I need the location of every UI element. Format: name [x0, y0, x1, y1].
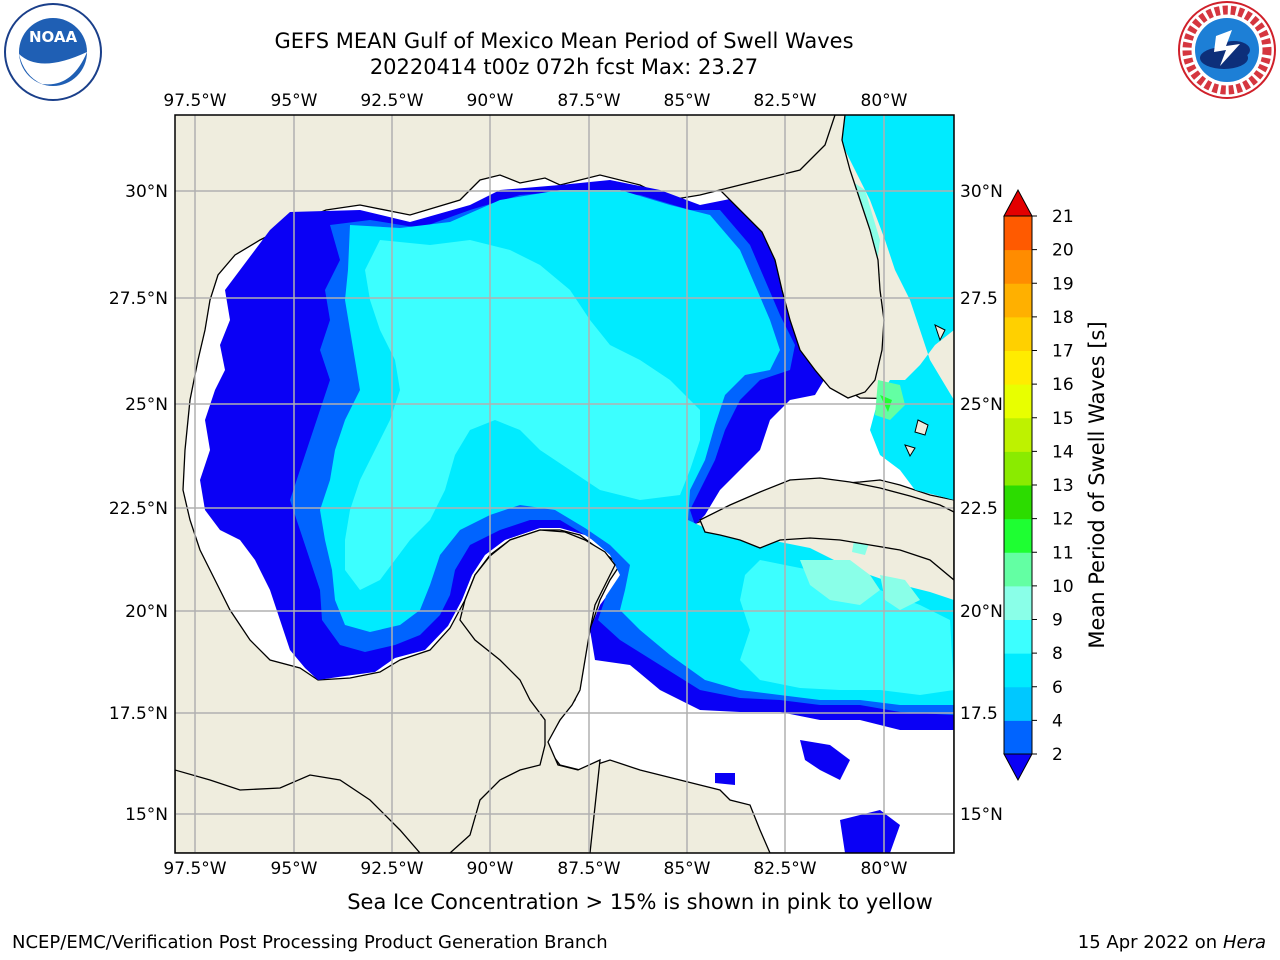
colorbar-tick-label: 2: [1052, 745, 1063, 765]
lat-tick-right: 15°N: [960, 805, 1003, 825]
lon-tick-bottom: 92.5°W: [360, 859, 423, 879]
map-frame: [174, 114, 955, 854]
colorbar-tick-label: 15: [1052, 409, 1074, 429]
map-area: [175, 115, 954, 853]
lat-tick-right: 25°N: [960, 395, 1003, 415]
colorbar-band: [1004, 518, 1032, 553]
colorbar-band: [1004, 283, 1032, 318]
colorbar-ticks: 2 4 6 8 9 10 11 12 13 14 15 16 17 18 19 20 21: [1032, 207, 1074, 765]
lat-tick-left: 17.5°N: [109, 704, 168, 724]
colorbar-band: [1004, 451, 1032, 486]
credit-organization: NCEP/EMC/Verification Post Processing Pr…: [12, 932, 608, 953]
colorbar-tick-label: 6: [1052, 678, 1063, 698]
nws-logo-icon: [1178, 1, 1276, 99]
lat-tick-right: 27.5: [960, 289, 998, 309]
caribbean-swell-cells: [715, 740, 900, 853]
lat-tick-left: 20°N: [125, 602, 168, 622]
colorbar-tick-label: 14: [1052, 442, 1074, 462]
colorbar-tick-label: 16: [1052, 375, 1074, 395]
lon-tick-bottom: 95°W: [271, 859, 318, 879]
colorbar-band: [1004, 316, 1032, 351]
swell-band-9-10: [800, 180, 920, 610]
colorbar-label: Mean Period of Swell Waves [s]: [1085, 321, 1109, 649]
lon-tick-top: 97.5°W: [163, 91, 226, 111]
noaa-logo-text: NOAA: [29, 28, 78, 46]
colorbar-band: [1004, 552, 1032, 587]
footnote: Sea Ice Concentration > 15% is shown in …: [347, 890, 933, 914]
lat-tick-left: 30°N: [125, 182, 168, 202]
colorbar-band: [1004, 384, 1032, 419]
map-gridlines: [175, 115, 954, 853]
lon-tick-top: 85°W: [664, 91, 711, 111]
lon-tick-top: 90°W: [467, 91, 514, 111]
lon-tick-bottom: 80°W: [861, 859, 908, 879]
cuba-land: [699, 477, 954, 581]
lon-tick-top: 82.5°W: [753, 91, 816, 111]
colorbar-band: [1004, 350, 1032, 385]
lat-tick-left: 27.5°N: [109, 289, 168, 309]
lat-tick-right: 17.5: [960, 704, 998, 724]
lat-tick-right: 22.5: [960, 499, 998, 519]
bahamas-islands: [904, 324, 946, 458]
credit-host: Hera: [1222, 932, 1266, 953]
colorbar-tick-label: 12: [1052, 510, 1074, 530]
colorbar: [1003, 188, 1033, 782]
lon-tick-bottom: 97.5°W: [163, 859, 226, 879]
credit-date: 15 Apr 2022 on: [1077, 932, 1218, 953]
colorbar-band: [1004, 249, 1032, 284]
colorbar-band: [1004, 585, 1032, 620]
lon-tick-top: 95°W: [271, 91, 318, 111]
colorbar-tick-label: 13: [1052, 476, 1074, 496]
lon-tick-top: 92.5°W: [360, 91, 423, 111]
colorbar-extend-high: [1003, 188, 1033, 217]
colorbar-tick-label: 11: [1052, 543, 1074, 563]
lon-tick-bottom: 90°W: [467, 859, 514, 879]
lon-tick-bottom: 85°W: [664, 859, 711, 879]
colorbar-tick-label: 17: [1052, 342, 1074, 362]
noaa-logo-icon: NOAA: [4, 3, 102, 101]
colorbar-band: [1004, 216, 1032, 251]
colorbar-tick-label: 21: [1052, 207, 1074, 227]
colorbar-band: [1004, 619, 1032, 654]
swell-band-8-9: [345, 240, 954, 695]
lon-tick-top: 80°W: [861, 91, 908, 111]
credit-date-host: 15 Apr 2022 on Hera: [1078, 932, 1266, 953]
colorbar-extend-low: [1003, 753, 1033, 782]
colorbar-band: [1004, 417, 1032, 452]
colorbar-tick-label: 10: [1052, 577, 1074, 597]
colorbar-tick-label: 19: [1052, 274, 1074, 294]
lat-tick-left: 22.5°N: [109, 499, 168, 519]
lon-tick-bottom: 82.5°W: [753, 859, 816, 879]
lat-tick-right: 30°N: [960, 182, 1003, 202]
colorbar-band: [1004, 720, 1032, 755]
lon-tick-top: 87.5°W: [557, 91, 620, 111]
lon-tick-bottom: 87.5°W: [557, 859, 620, 879]
colorbar-band: [1004, 686, 1032, 721]
colorbar-band: [1004, 485, 1032, 520]
colorbar-tick-label: 9: [1052, 611, 1063, 631]
chart-subtitle: 20220414 t00z 072h fcst Max: 23.27: [369, 55, 759, 79]
colorbar-tick-label: 4: [1052, 711, 1063, 731]
lat-tick-left: 15°N: [125, 805, 168, 825]
lat-tick-left: 25°N: [125, 395, 168, 415]
colorbar-band: [1004, 653, 1032, 688]
colorbar-tick-label: 8: [1052, 644, 1063, 664]
colorbar-tick-label: 18: [1052, 308, 1074, 328]
lat-tick-right: 20°N: [960, 602, 1003, 622]
chart-title: GEFS MEAN Gulf of Mexico Mean Period of …: [274, 29, 854, 53]
colorbar-tick-label: 20: [1052, 241, 1074, 261]
